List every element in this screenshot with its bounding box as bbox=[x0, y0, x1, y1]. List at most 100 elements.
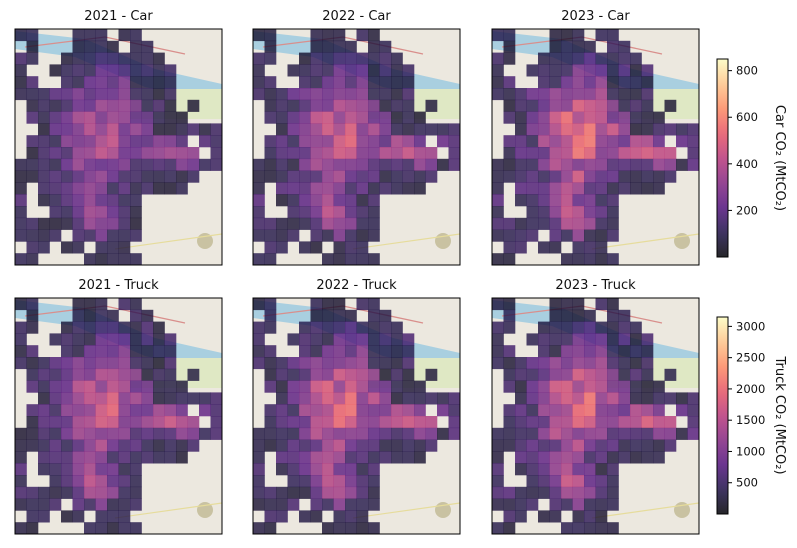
heat-cell bbox=[310, 170, 323, 183]
heat-cell bbox=[95, 29, 108, 42]
heat-cell bbox=[276, 217, 288, 230]
heat-cell bbox=[26, 298, 39, 311]
heat-cell bbox=[333, 298, 346, 311]
heat-cell bbox=[164, 392, 177, 405]
heat-cell bbox=[345, 333, 357, 346]
heat-cell bbox=[287, 486, 300, 499]
heat-cell bbox=[95, 229, 108, 242]
heat-cell bbox=[641, 111, 654, 124]
heat-cell bbox=[391, 76, 403, 89]
heat-cell bbox=[95, 380, 108, 393]
heat-cell bbox=[61, 111, 73, 124]
heat-cell bbox=[503, 380, 516, 393]
heat-cell bbox=[595, 416, 608, 429]
colorbar-gradient bbox=[716, 316, 729, 515]
heat-cell bbox=[345, 170, 357, 183]
heat-cell bbox=[322, 498, 334, 511]
heat-cell bbox=[572, 158, 585, 171]
heat-cell bbox=[130, 194, 142, 207]
heat-cell bbox=[95, 463, 108, 476]
heat-cell bbox=[118, 111, 131, 124]
heat-cell bbox=[641, 439, 654, 452]
heat-cell bbox=[61, 427, 73, 440]
heat-cell bbox=[187, 416, 200, 429]
heat-cell bbox=[503, 40, 516, 53]
heat-cell bbox=[584, 416, 596, 429]
heat-cell bbox=[61, 345, 73, 358]
heat-cell bbox=[630, 368, 642, 381]
heat-cell bbox=[164, 333, 177, 346]
heat-cell bbox=[26, 522, 39, 534]
heat-cell bbox=[345, 206, 357, 219]
heat-cell bbox=[118, 498, 131, 511]
heat-cell bbox=[368, 416, 380, 429]
heat-cell bbox=[310, 182, 323, 195]
heat-cell bbox=[26, 88, 39, 101]
heat-cell bbox=[95, 253, 108, 265]
heat-cell bbox=[49, 368, 62, 381]
heat-cell bbox=[391, 64, 403, 77]
heat-cell bbox=[595, 510, 608, 523]
heat-cell bbox=[618, 451, 631, 464]
heat-cell bbox=[595, 333, 608, 346]
heat-cell bbox=[118, 170, 131, 183]
heat-cell bbox=[653, 404, 665, 417]
heat-cell bbox=[503, 510, 516, 523]
heat-cell bbox=[641, 76, 654, 89]
heat-cell bbox=[572, 52, 585, 65]
heat-cell bbox=[526, 498, 539, 511]
heat-cell bbox=[310, 357, 323, 370]
heat-cell bbox=[664, 416, 677, 429]
heat-cell bbox=[333, 241, 346, 254]
heat-cell bbox=[164, 416, 177, 429]
heat-cell bbox=[503, 357, 516, 370]
heat-cell bbox=[118, 427, 131, 440]
heat-cell bbox=[503, 52, 516, 65]
heat-cell bbox=[391, 451, 403, 464]
heat-cell bbox=[641, 135, 654, 148]
heat-cell bbox=[287, 357, 300, 370]
heat-cell bbox=[618, 309, 631, 322]
heat-cell bbox=[641, 345, 654, 358]
heat-cell bbox=[538, 451, 550, 464]
heat-cell bbox=[572, 439, 585, 452]
heat-cell bbox=[49, 182, 62, 195]
heat-cell bbox=[345, 486, 357, 499]
heat-cell bbox=[561, 52, 573, 65]
heat-cell bbox=[595, 451, 608, 464]
heat-cell bbox=[141, 333, 154, 346]
heat-cell bbox=[595, 194, 608, 207]
heat-cell bbox=[322, 40, 334, 53]
heat-cell bbox=[84, 368, 96, 381]
heat-cell bbox=[641, 451, 654, 464]
heat-cell bbox=[107, 345, 119, 358]
heat-cell bbox=[607, 439, 619, 452]
heat-cell bbox=[572, 76, 585, 89]
heat-cell bbox=[164, 111, 177, 124]
heat-cell bbox=[584, 321, 596, 334]
heat-cell bbox=[107, 463, 119, 476]
heat-cell bbox=[630, 380, 642, 393]
heat-cell bbox=[141, 404, 154, 417]
heat-cell bbox=[276, 439, 288, 452]
heat-cell bbox=[379, 76, 392, 89]
heat-cell bbox=[95, 333, 108, 346]
heat-cell bbox=[164, 76, 177, 89]
heat-cell bbox=[61, 52, 73, 65]
heat-cell bbox=[356, 76, 369, 89]
heat-cell bbox=[61, 357, 73, 370]
heat-cell bbox=[253, 463, 265, 476]
heat-cell bbox=[84, 333, 96, 346]
heat-cell bbox=[595, 392, 608, 405]
heat-cell bbox=[72, 321, 85, 334]
heat-cell bbox=[130, 392, 142, 405]
heat-cell bbox=[515, 357, 527, 370]
heat-cell bbox=[549, 111, 562, 124]
heat-cell bbox=[107, 182, 119, 195]
heat-cell bbox=[141, 88, 154, 101]
heat-cell bbox=[299, 392, 311, 405]
heat-cell bbox=[607, 392, 619, 405]
heat-cell bbox=[141, 309, 154, 322]
heat-cell bbox=[391, 427, 403, 440]
heat-cell bbox=[130, 416, 142, 429]
